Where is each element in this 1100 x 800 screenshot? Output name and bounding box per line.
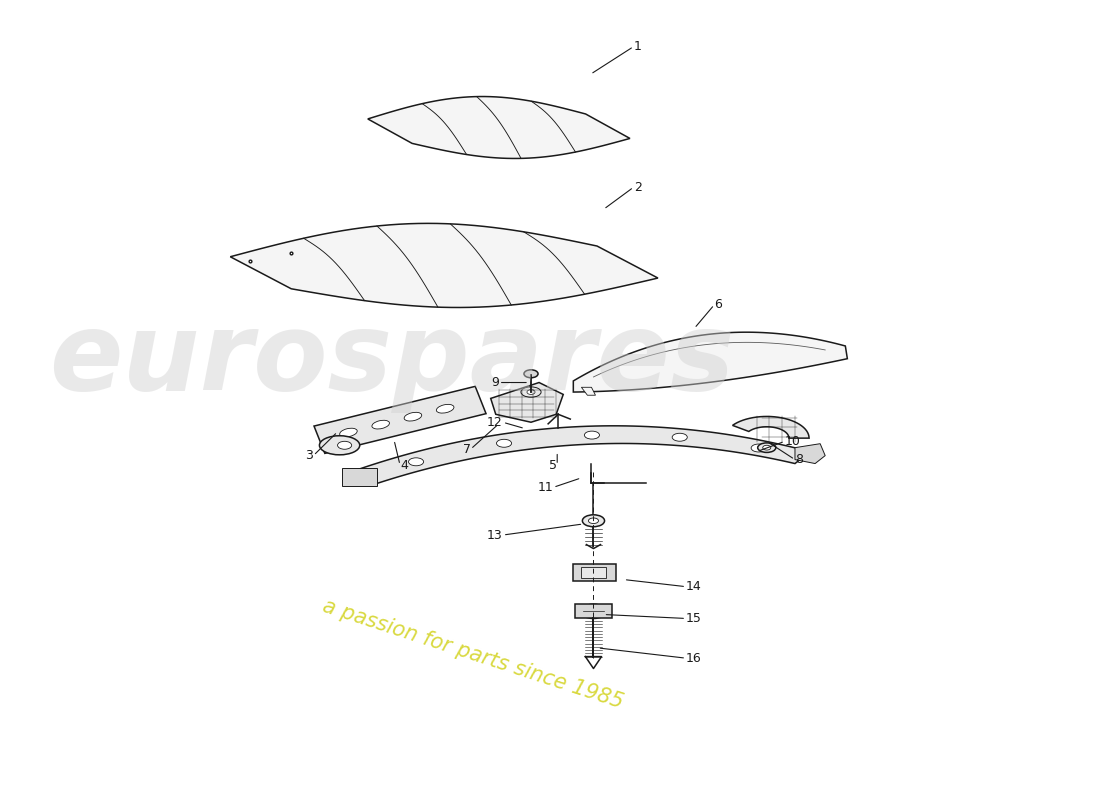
- Text: 9: 9: [491, 376, 498, 389]
- Polygon shape: [342, 467, 377, 486]
- Polygon shape: [314, 386, 486, 454]
- Polygon shape: [795, 444, 825, 463]
- Ellipse shape: [758, 443, 776, 453]
- Ellipse shape: [584, 431, 600, 439]
- Ellipse shape: [587, 608, 600, 614]
- Text: 5: 5: [549, 458, 558, 472]
- Ellipse shape: [762, 446, 771, 450]
- Ellipse shape: [496, 439, 512, 447]
- Ellipse shape: [751, 444, 767, 452]
- Ellipse shape: [404, 412, 421, 421]
- Text: 2: 2: [634, 181, 641, 194]
- FancyBboxPatch shape: [582, 567, 606, 578]
- Polygon shape: [491, 382, 563, 422]
- Polygon shape: [582, 387, 595, 395]
- Ellipse shape: [588, 518, 598, 523]
- Text: 3: 3: [306, 449, 313, 462]
- Text: 1: 1: [634, 40, 641, 53]
- Text: 12: 12: [487, 416, 503, 429]
- Polygon shape: [230, 223, 658, 307]
- Text: 8: 8: [795, 453, 803, 466]
- Ellipse shape: [372, 420, 389, 429]
- Text: 16: 16: [686, 652, 702, 665]
- Text: 15: 15: [686, 612, 702, 625]
- Ellipse shape: [527, 390, 535, 394]
- Text: eurospares: eurospares: [50, 307, 735, 414]
- Ellipse shape: [338, 442, 352, 450]
- Ellipse shape: [524, 370, 538, 378]
- Ellipse shape: [581, 604, 606, 618]
- Ellipse shape: [437, 404, 454, 413]
- Polygon shape: [356, 426, 810, 486]
- Text: 4: 4: [400, 458, 408, 472]
- Ellipse shape: [672, 434, 688, 442]
- FancyBboxPatch shape: [573, 564, 616, 581]
- Text: 13: 13: [487, 529, 503, 542]
- Ellipse shape: [319, 436, 360, 455]
- FancyBboxPatch shape: [575, 604, 612, 618]
- Polygon shape: [367, 97, 630, 158]
- Ellipse shape: [582, 514, 605, 526]
- Text: 10: 10: [785, 435, 801, 448]
- Ellipse shape: [521, 387, 541, 398]
- Text: 14: 14: [686, 580, 702, 593]
- Text: a passion for parts since 1985: a passion for parts since 1985: [320, 596, 626, 713]
- Polygon shape: [733, 417, 810, 438]
- Ellipse shape: [408, 458, 424, 466]
- Ellipse shape: [340, 428, 358, 437]
- Polygon shape: [573, 332, 847, 392]
- Text: 7: 7: [463, 442, 471, 456]
- Text: 6: 6: [714, 298, 723, 311]
- Text: 11: 11: [538, 481, 553, 494]
